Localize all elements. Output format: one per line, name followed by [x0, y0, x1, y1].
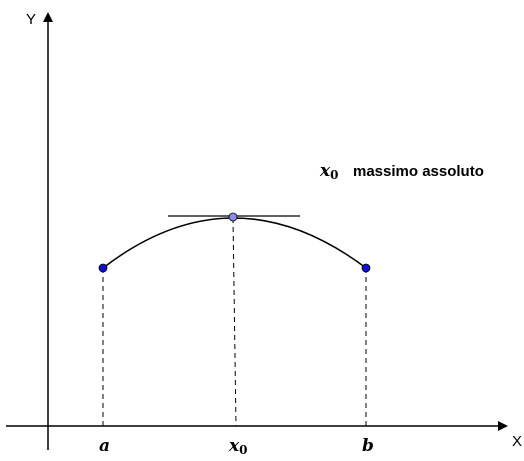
endpoint-b-dot [361, 263, 371, 273]
annotation-var-x: x [319, 161, 331, 181]
label-x0-sub: 0 [239, 443, 247, 457]
function-curve [102, 217, 367, 269]
label-b: b [362, 436, 374, 456]
y-axis-label: Y [26, 11, 36, 28]
label-x0: x0 [228, 436, 248, 457]
dashed-line-x0 [232, 217, 237, 427]
annotation-var: x0 [319, 161, 339, 182]
annotation-var-sub: 0 [330, 168, 338, 182]
label-a: a [99, 436, 110, 456]
max-point-dot [228, 212, 238, 222]
endpoint-a-dot [98, 263, 108, 273]
label-x0-var: x [228, 436, 240, 456]
x-axis-label: X [512, 433, 522, 450]
annotation-text: massimo assoluto [353, 163, 484, 180]
